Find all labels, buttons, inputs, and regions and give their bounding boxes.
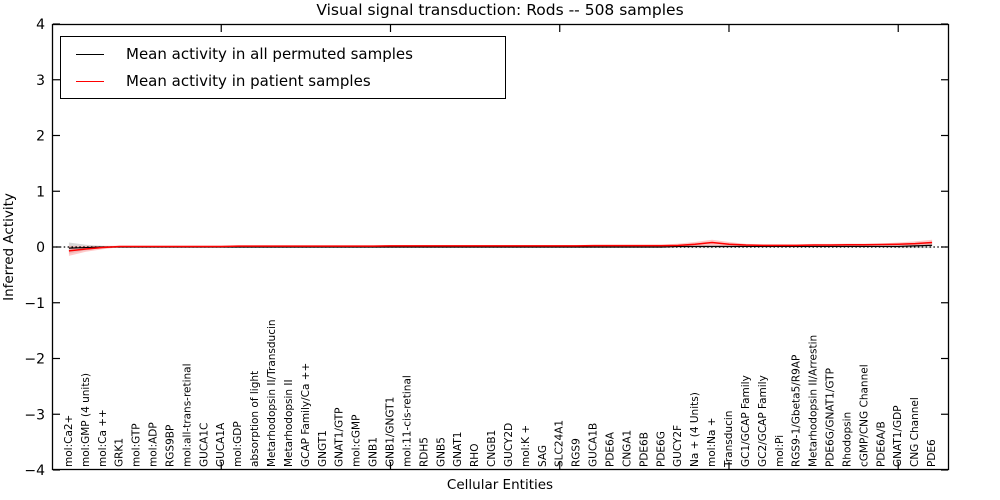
x-category-label: Transducin (723, 411, 735, 468)
x-category-label: Metarhodopsin II/Transducin (266, 319, 278, 467)
y-tick-label: 4 (36, 17, 45, 33)
x-category-label: mol:GMP (4 units) (80, 373, 92, 467)
x-category-label: mol:GTP (131, 423, 143, 467)
x-category-label: GUCY2D (503, 423, 515, 467)
y-tick-label: −2 (24, 352, 45, 368)
y-tick-label: −1 (24, 296, 45, 312)
black-line-swatch (76, 53, 104, 55)
x-category-label: cGMP/CNG Channel (858, 364, 870, 467)
x-category-label: SAG (537, 445, 549, 467)
x-category-label: mol:Pi (774, 435, 786, 467)
x-category-label: RGS9BP (164, 425, 176, 467)
x-category-label: mol:K + (520, 425, 532, 467)
x-category-label: PDE6A (605, 431, 617, 467)
x-category-label: RGS9 (571, 438, 583, 467)
x-category-label: mol:Na + (706, 417, 718, 467)
x-category-label: GNB5 (435, 437, 447, 467)
x-category-label: Rhodopsin (841, 412, 853, 467)
y-tick-label: 0 (36, 240, 45, 256)
x-category-label: PDE6B (638, 432, 650, 467)
x-category-label: Metarhodopsin II (283, 379, 295, 467)
legend-label-patient: Mean activity in patient samples (126, 72, 371, 90)
x-category-label: GC2/GCAP Family (757, 375, 769, 467)
x-category-label: GNB1 (368, 437, 380, 467)
x-category-label: GUCA1C (198, 423, 210, 467)
x-category-label: mol:11-cis-retinal (401, 375, 413, 467)
legend-item-patient: Mean activity in patient samples (76, 72, 505, 90)
y-tick-label: 1 (36, 184, 45, 200)
x-category-label: GUCY2F (672, 425, 684, 467)
plot-border (51, 23, 950, 471)
x-category-label: mol:Ca ++ (97, 409, 109, 467)
x-category-label: Na + (4 Units) (689, 392, 701, 467)
x-category-label: PDE6G (655, 431, 667, 467)
y-axis-label: Inferred Activity (1, 193, 17, 301)
confidence-band-1 (68, 239, 933, 256)
x-category-label: mol:GDP (232, 421, 244, 467)
x-category-label: RDH5 (418, 437, 430, 467)
x-category-label: GNB1/GNGT1 (384, 397, 396, 467)
x-category-label: CNGB1 (486, 430, 498, 467)
legend: Mean activity in all permuted samples Me… (60, 36, 506, 99)
x-category-label: GUCA1B (588, 423, 600, 467)
x-category-label: GNAT1 (452, 432, 464, 467)
y-tick-label: 2 (36, 129, 45, 145)
x-category-label: Metarhodopsin II/Arrestin (808, 335, 820, 467)
x-category-label: GRK1 (114, 438, 126, 467)
x-category-label: absorption of light (249, 371, 261, 467)
x-category-label: GNAT1/GDP (892, 405, 904, 467)
x-category-label: CNG Channel (909, 397, 921, 467)
x-category-label: mol:all-trans-retinal (181, 363, 193, 467)
x-category-label: mol:cGMP (351, 415, 363, 467)
x-category-label: RGS9-1/Gbeta5/R9AP (791, 355, 803, 467)
x-category-label: SLC24A1 (554, 420, 566, 467)
x-category-label: RHO (469, 444, 481, 467)
y-tick-label: −4 (24, 463, 45, 479)
legend-item-permuted: Mean activity in all permuted samples (76, 45, 505, 63)
y-tick-label: 3 (36, 73, 45, 89)
y-tick-label: −3 (24, 407, 45, 423)
x-category-label: GCAP Family/Ca ++ (300, 363, 312, 467)
x-category-label: mol:ADP (148, 422, 160, 467)
x-category-label: PDE6A/B (875, 421, 887, 467)
series-line-1 (68, 241, 933, 252)
x-category-label: PDE6G/GNAT1/GTP (825, 368, 837, 467)
legend-label-permuted: Mean activity in all permuted samples (126, 45, 413, 63)
x-category-label: PDE6 (926, 439, 938, 467)
x-category-label: mol:Ca2+ (63, 415, 75, 467)
x-category-label: GNAT1/GTP (334, 408, 346, 468)
x-category-label: GUCA1A (215, 422, 227, 467)
x-category-label: CNGA1 (621, 430, 633, 467)
x-category-label: GNGT1 (317, 430, 329, 467)
chart-title: Visual signal transduction: Rods -- 508 … (316, 1, 684, 19)
red-line-swatch (76, 80, 104, 82)
x-category-label: GC1/GCAP Family (740, 375, 752, 467)
x-axis-label: Cellular Entities (446, 477, 554, 493)
